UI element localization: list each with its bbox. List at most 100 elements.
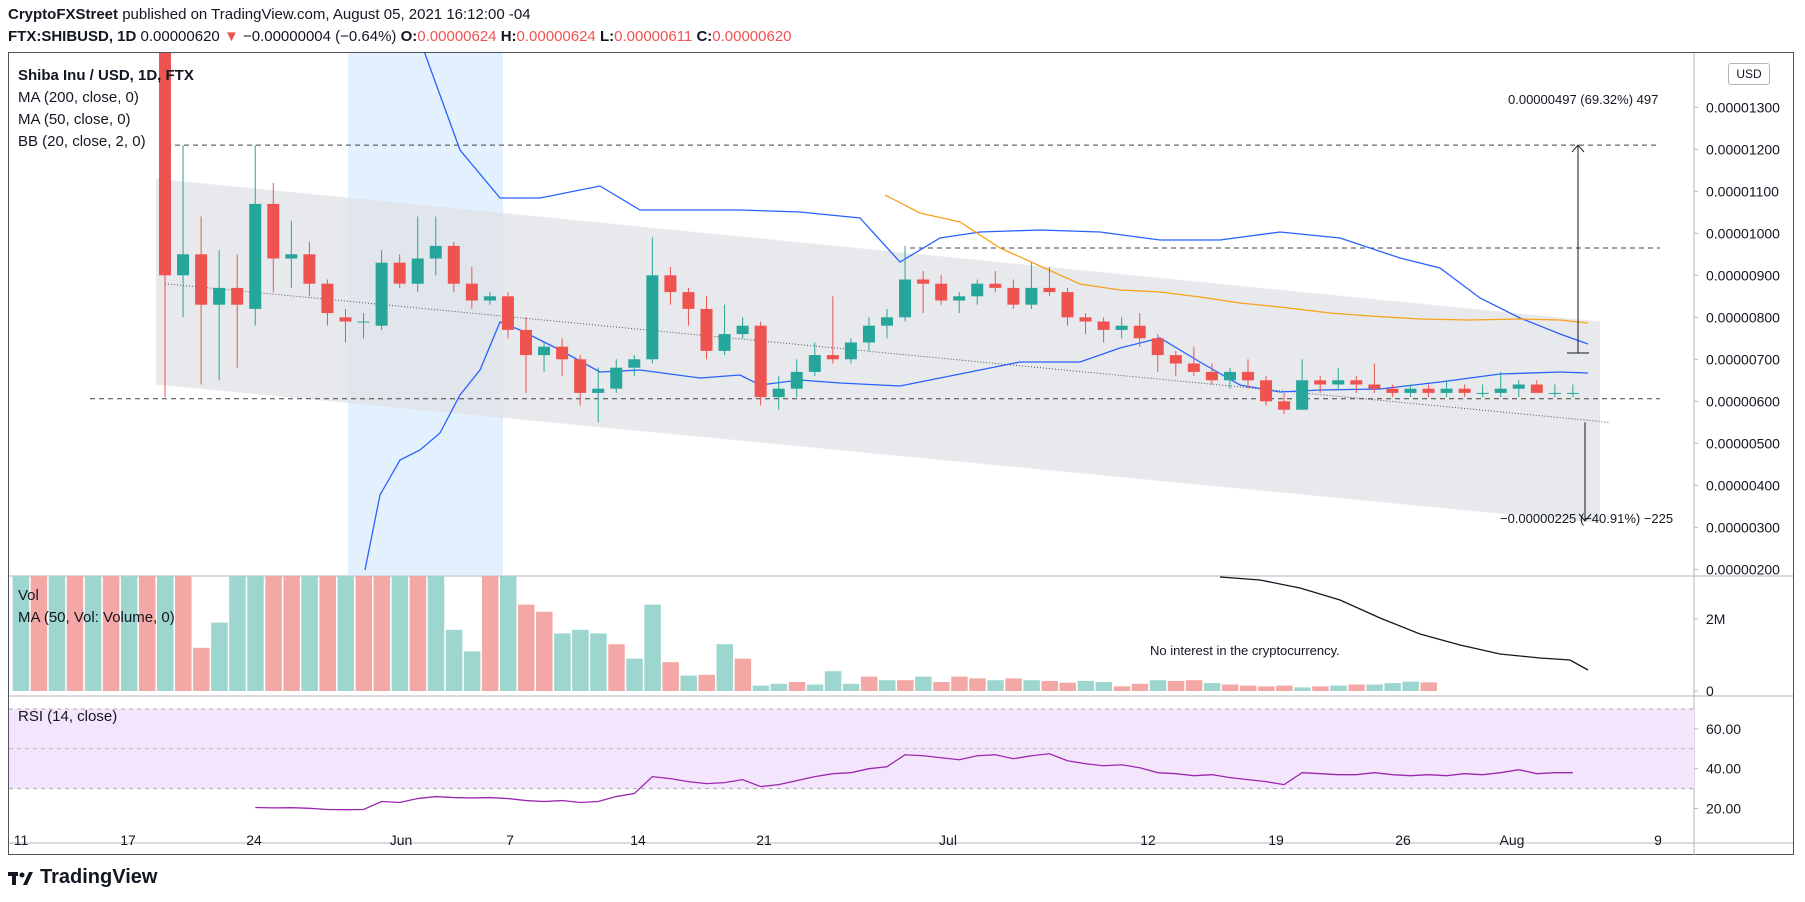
open-value: 0.00000624 [417,28,497,45]
volume-bar [48,576,66,691]
time-tick-label: 7 [506,832,514,848]
candle [1566,384,1579,398]
candle-body [917,279,930,284]
candle [1386,384,1399,398]
candle [1368,363,1381,393]
volume-bar [752,685,770,691]
candle [1512,380,1525,398]
candle [375,250,388,330]
ma50-line [884,194,1589,324]
published-text: published on TradingView.com, August 05,… [122,6,531,23]
price-tick-label: 0.00000400 [1706,477,1780,493]
candle [1350,376,1363,393]
volume-bar [1348,684,1365,691]
volume-bar [30,576,48,691]
candle [520,317,532,393]
volume-pane [12,576,1589,691]
candle [285,220,298,288]
candle-body [1223,371,1236,381]
price-tick-label: 0.00001300 [1706,99,1780,115]
volume-bar [355,576,373,691]
candle-body [465,283,478,301]
candle-body [303,254,316,284]
volume-bar [102,576,120,691]
time-tick-label: Aug [1500,832,1525,848]
currency-button[interactable]: USD [1728,63,1770,85]
candle-body [790,371,803,389]
bb-upper-line [424,53,1589,345]
volume-bar [427,576,445,691]
down-arrow-icon: ▼ [223,28,239,45]
candle-body [177,254,190,276]
candle-body [1278,401,1291,410]
candle [159,53,171,398]
up-measure-label: 0.00000497 (69.32%) 497 [1508,92,1658,107]
candle-body [1169,355,1182,364]
candle [1079,313,1092,335]
volume-bar [915,676,932,691]
legend-vol-ma[interactable]: MA (50, Vol: Volume, 0) [18,609,175,626]
close-value: 0.00000620 [712,28,792,45]
candle [1332,367,1345,389]
price-tick-label: 0.00000300 [1706,519,1780,535]
legend-vol[interactable]: Vol [18,587,39,604]
candle [682,287,695,326]
candle-body [1043,287,1056,293]
candle [881,308,893,339]
price-tick-label: 0.00000900 [1706,267,1780,283]
candle [736,317,749,339]
candle-body [1079,317,1092,322]
candle [1548,384,1561,398]
volume-bar [157,576,174,691]
candle-body [971,283,984,297]
volume-tick-label: 2M [1706,611,1725,627]
volume-bar [84,576,102,691]
price-tick-label: 0.00000800 [1706,309,1780,325]
candle [1476,384,1489,398]
price-tick-label: 0.00001000 [1706,225,1780,241]
volume-bar [770,683,788,691]
candle [1115,317,1128,339]
candle-body [1296,380,1309,410]
candle-body [664,275,677,293]
last-price: 0.00000620 [140,28,220,45]
volume-annotation: No interest in the cryptocurrency. [1150,643,1340,658]
candle [339,308,352,343]
candle [953,292,966,314]
time-tick-label: 26 [1395,832,1411,848]
candle [556,338,569,377]
candle [267,182,280,293]
candle [844,338,857,364]
candle-body [1512,384,1525,389]
low-value: 0.00000611 [614,28,693,45]
candle [1314,376,1327,393]
volume-bar [1221,684,1239,691]
candle [628,355,641,377]
candle [213,250,226,381]
volume-bar [824,671,842,691]
legend-title[interactable]: Shiba Inu / USD, 1D, FTX [18,67,194,84]
volume-bar [1384,683,1401,691]
volume-bar [1005,678,1022,691]
legend-bb[interactable]: BB (20, close, 2, 0) [18,133,146,150]
candle [1278,392,1291,414]
candle [321,279,334,326]
volume-bar [211,622,228,691]
volume-bar [1059,682,1076,691]
volume-bar [734,658,752,691]
volume-bar [1131,683,1149,691]
brand-name[interactable]: TradingView [40,866,158,888]
publisher-name[interactable]: CryptoFXStreet [8,6,119,23]
candle [1223,367,1236,389]
candle [483,292,496,305]
candle-body [1025,287,1038,305]
price-tick-label: 0.00001200 [1706,141,1780,157]
volume-bar [1113,686,1131,691]
legend-ma50[interactable]: MA (50, close, 0) [18,111,131,128]
legend-rsi[interactable]: RSI (14, close) [18,708,118,725]
volume-legend: Vol MA (50, Vol: Volume, 0) [18,585,175,629]
down-measure-label: −0.00000225 (−40.91%) −225 [1500,511,1673,526]
legend-ma200[interactable]: MA (200, close, 0) [18,89,139,106]
volume-bar [806,684,824,691]
